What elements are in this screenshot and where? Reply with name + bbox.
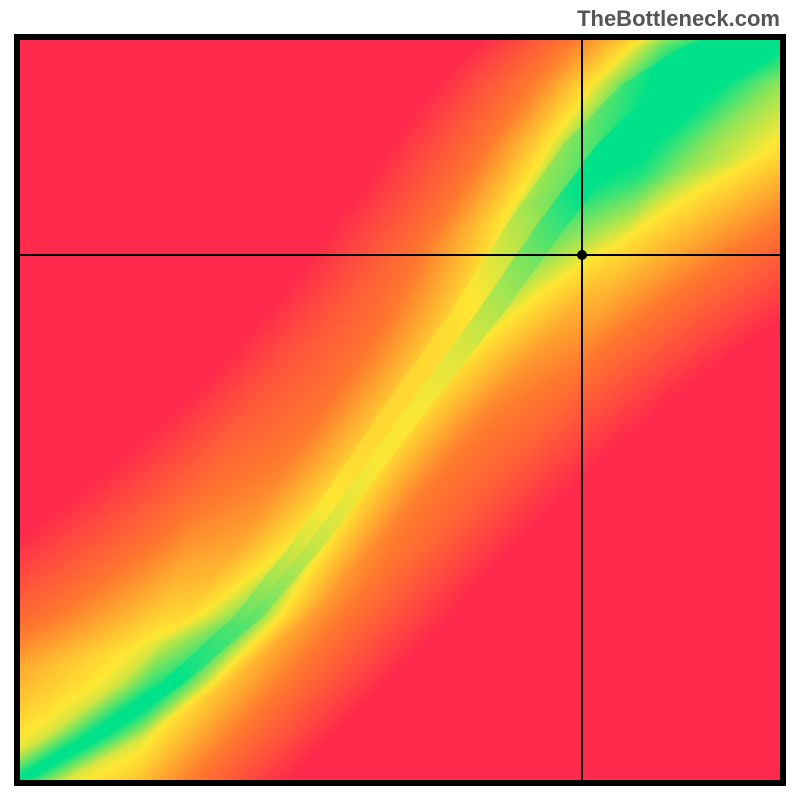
plot-area xyxy=(20,40,780,780)
heatmap-canvas xyxy=(20,40,780,780)
watermark-text: TheBottleneck.com xyxy=(577,6,780,32)
crosshair-horizontal xyxy=(20,254,780,256)
crosshair-vertical xyxy=(581,40,583,780)
crosshair-marker xyxy=(577,250,587,260)
